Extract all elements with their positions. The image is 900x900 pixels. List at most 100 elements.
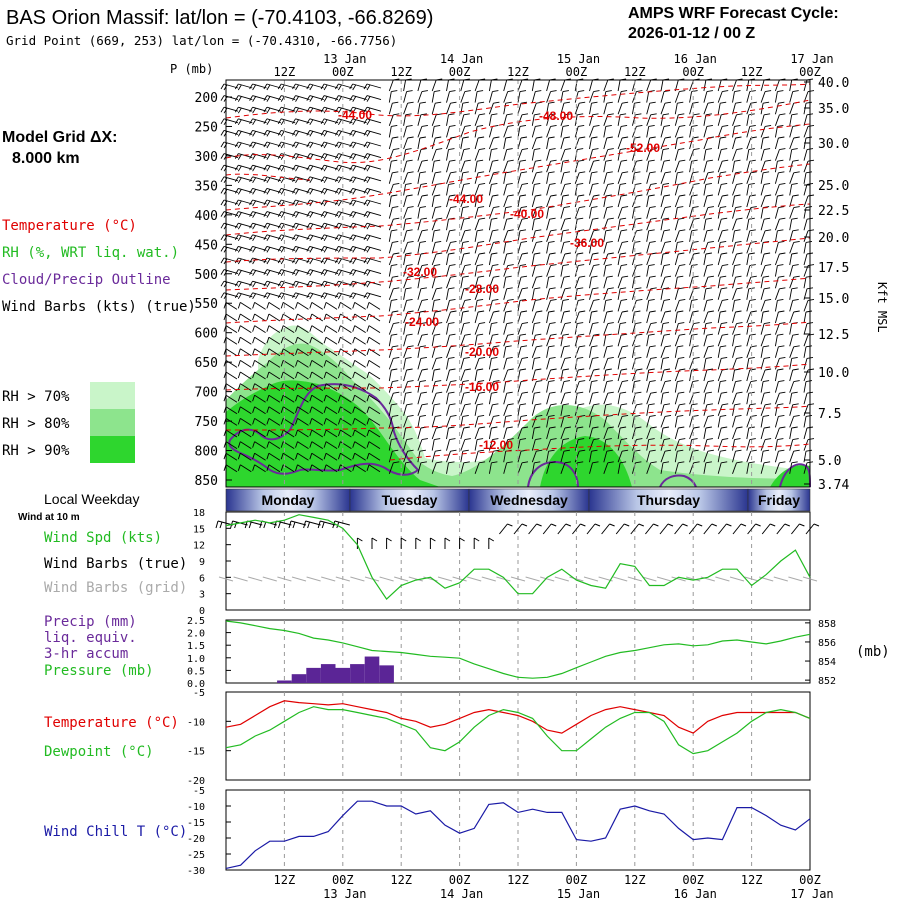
wind-barb bbox=[335, 199, 353, 207]
wind-barb bbox=[363, 129, 382, 137]
wind-barb bbox=[249, 83, 267, 91]
wind-barb bbox=[266, 394, 281, 403]
wind-barb bbox=[631, 78, 642, 92]
wind-barb bbox=[352, 313, 366, 322]
wind-barb bbox=[531, 171, 543, 184]
wind-barb bbox=[603, 438, 612, 451]
wind-barb bbox=[789, 113, 798, 126]
wind-barb bbox=[617, 310, 629, 324]
wind-barb bbox=[488, 206, 500, 219]
wind-barb bbox=[646, 252, 657, 266]
y-tick-label: -20 bbox=[187, 776, 205, 787]
wind-barb bbox=[292, 83, 310, 91]
wind-barb bbox=[517, 461, 529, 474]
wind-barb bbox=[474, 252, 486, 266]
legend-precip: Precip (mm) bbox=[44, 614, 137, 630]
wind-barb bbox=[560, 159, 569, 173]
wind-barb bbox=[306, 292, 324, 300]
pressure-tick-label: 300 bbox=[195, 150, 218, 165]
wind-barb bbox=[703, 333, 713, 347]
wind-barb bbox=[220, 118, 239, 126]
wind-barb bbox=[352, 302, 366, 310]
wind-speed-line bbox=[225, 514, 811, 601]
y-tick-label: 15 bbox=[193, 524, 205, 535]
wind-barb bbox=[237, 313, 252, 322]
grid-wind-barb bbox=[233, 576, 248, 582]
wind-barb bbox=[460, 240, 469, 254]
wind-barb bbox=[474, 136, 485, 150]
wind-barb bbox=[689, 356, 700, 370]
wind-barb bbox=[460, 194, 471, 208]
wind-barb bbox=[474, 90, 484, 103]
wind-barb bbox=[603, 90, 612, 103]
wind-barb bbox=[732, 368, 741, 382]
top-time-tick-label: 00Z bbox=[449, 65, 471, 79]
wind-barb bbox=[323, 406, 338, 415]
grid-wind-barb bbox=[350, 576, 365, 582]
wind-barb bbox=[323, 383, 338, 391]
wind-barb bbox=[309, 313, 324, 322]
wind-barb bbox=[732, 461, 743, 474]
wind-barb bbox=[292, 95, 310, 102]
wind-barb bbox=[517, 426, 529, 440]
y-tick-label: 3 bbox=[199, 590, 205, 601]
wind-barb bbox=[292, 106, 310, 114]
wind-barb bbox=[560, 229, 569, 242]
wind-barb bbox=[674, 148, 685, 161]
wind-barb bbox=[631, 426, 642, 440]
wind-barb bbox=[306, 141, 324, 149]
wind-barb bbox=[660, 182, 670, 196]
weekday-segment bbox=[747, 488, 811, 512]
wind-barb bbox=[646, 275, 656, 289]
wind-barb bbox=[589, 240, 598, 254]
wind-barb bbox=[803, 403, 815, 416]
wind-barb bbox=[746, 403, 756, 416]
wind-barb bbox=[546, 229, 557, 242]
wind-barb bbox=[789, 124, 799, 138]
wind-barb bbox=[388, 368, 398, 382]
wind-barb bbox=[306, 83, 324, 91]
wind-barb bbox=[546, 217, 556, 231]
wind-barb bbox=[431, 333, 441, 347]
wind-barb bbox=[703, 101, 714, 115]
wind-barb bbox=[546, 171, 555, 184]
wind-barb bbox=[674, 252, 685, 266]
wind-barb bbox=[617, 403, 628, 416]
wind-barb bbox=[474, 182, 486, 196]
wind-barb bbox=[403, 298, 413, 312]
wind-barb bbox=[789, 438, 799, 451]
wind-barb bbox=[674, 356, 685, 370]
wind-barb bbox=[603, 194, 612, 208]
y-tick-label: -15 bbox=[187, 818, 205, 829]
wind-barb bbox=[403, 287, 412, 300]
wind-barb bbox=[417, 113, 427, 126]
wind-barb bbox=[589, 101, 598, 115]
wind-barb bbox=[517, 403, 527, 416]
wind-barb bbox=[603, 322, 614, 335]
wind-barb bbox=[789, 240, 800, 254]
bottom-time-tick-label: 12Z bbox=[741, 873, 763, 887]
wind-barb bbox=[488, 414, 500, 428]
wind-barb bbox=[660, 414, 672, 428]
wind-barb bbox=[503, 368, 514, 382]
wind-barb bbox=[363, 118, 382, 126]
wind-barb bbox=[546, 194, 557, 208]
wind-barb bbox=[366, 464, 381, 473]
grid-wind-barb bbox=[802, 576, 818, 582]
top-date-label: 17 Jan bbox=[790, 52, 833, 66]
wind-barb bbox=[335, 83, 353, 91]
wind-barb bbox=[403, 403, 413, 416]
wind-barb bbox=[703, 264, 713, 277]
wind-barb bbox=[660, 78, 670, 92]
wind-barb bbox=[646, 136, 656, 150]
wind-barb bbox=[546, 240, 555, 254]
wind-barb bbox=[703, 391, 712, 405]
wind-barb bbox=[417, 171, 426, 184]
wind-barb bbox=[760, 310, 770, 324]
pressure-tick-label: 750 bbox=[195, 415, 218, 430]
true-wind-barb bbox=[386, 537, 392, 549]
height-ticks: 40.035.030.025.022.520.017.515.012.510.0… bbox=[804, 76, 849, 493]
wind-barb bbox=[460, 449, 469, 463]
wind-barb bbox=[460, 159, 471, 173]
